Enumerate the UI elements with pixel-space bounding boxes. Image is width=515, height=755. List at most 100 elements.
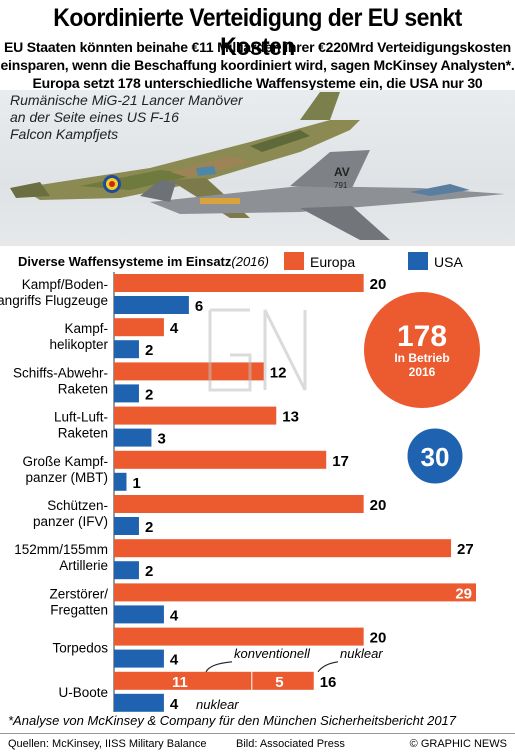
bar-europe [114,362,264,381]
chart-title-text: Diverse Waffensysteme im Einsatz [18,254,232,269]
photo-caption-line: Falcon Kampfjets [10,126,119,142]
chart-year: (2016) [231,254,269,269]
data-label-europe: 12 [270,364,287,381]
category-label: Raketen [58,381,108,396]
category-label: U-Boote [58,685,108,700]
category-label: Torpedos [52,641,108,656]
legend-swatch-usa [408,252,428,270]
subtitle-line: Europa setzt 178 unterschiedliche Waffen… [32,75,483,91]
category-label: helikopter [49,337,108,352]
legend-label-europe: Europa [310,254,356,270]
annotation-arrow [205,661,233,673]
bar-usa [114,517,139,535]
bar-europe [114,274,364,292]
bar-europe [114,539,452,558]
data-label-europe: 20 [370,276,387,293]
fighter-jets-photo: AV 791 Rumänische MiG-21 Lancer Manöver … [0,90,515,246]
tail-code: AV [334,165,350,179]
data-label-usa: 3 [157,431,165,448]
data-label-europe: 16 [320,674,337,691]
data-label-europe: 17 [332,453,349,470]
bar-usa [114,296,189,314]
category-label: panzer (MBT) [25,470,108,485]
bar-europe [114,318,164,337]
category-label: angriffs Flugzeuge [0,293,108,308]
footer-copyright: © GRAPHIC NEWS [409,738,507,750]
footer-picture-credit: Bild: Associated Press [236,738,345,750]
legend-swatch-europe [284,252,304,270]
total-usa-circle [404,425,466,487]
tail-number: 791 [334,181,348,190]
f16-jet: AV 791 [140,150,505,240]
total-europe-circle [364,292,480,408]
bar-usa [114,649,164,668]
data-label-usa: 2 [145,386,153,403]
bar-europe [114,495,364,513]
photo-caption-line: Rumänische MiG-21 Lancer Manöver [10,92,243,108]
bar-europe [114,627,364,646]
data-label-usa: 2 [145,519,153,536]
legend: Diverse Waffensysteme im Einsatz(2016) E… [0,252,515,272]
category-label: panzer (IFV) [33,514,108,529]
category-label: Zerstörer/ [49,586,108,601]
bar-europe-conventional [114,671,252,690]
bar-usa [114,340,139,359]
subtitle: EU Staaten könnten beinahe €11 Milliarde… [0,38,515,92]
bar-usa [114,561,139,580]
bar-usa [114,605,164,624]
data-label-europe-conventional: 11 [172,674,188,691]
bar-europe-nuclear [252,671,314,690]
category-label: Kampf- [64,321,108,336]
data-label-europe: 4 [170,320,179,337]
annotation-konventionell: konventionell [234,646,311,661]
bar-europe [114,583,476,602]
data-label-europe: 29 [455,585,472,602]
category-label: Kampf/Boden- [22,277,108,292]
data-label-usa: 1 [132,475,140,492]
annotation-arrow [317,661,339,673]
bar-usa [114,428,152,447]
category-label: Schützen- [47,498,108,513]
bar-usa [114,472,127,491]
subtitle-line: EU Staaten könnten beinahe €11 Milliarde… [3,39,512,55]
data-label-europe: 20 [370,497,387,514]
bar-usa [114,384,139,403]
fighter-jets-illustration: AV 791 [10,92,505,240]
category-label: Große Kampf- [22,454,108,469]
bar-chart-svg: Kampf/Boden-angriffs Flugzeuge 20 6 Kampf-h… [0,272,480,713]
category-label: Luft-Luft- [54,410,108,425]
bar-europe [114,450,327,469]
legend-label-usa: USA [434,254,463,270]
bar-europe [114,406,277,425]
annotation-usa-nuklear: nuklear [196,697,239,712]
footer-sources: Quellen: McKinsey, IISS Military Balance [8,738,207,750]
data-label-europe: 13 [282,409,299,426]
photo-caption: Rumänische MiG-21 Lancer Manöver an der … [10,92,243,143]
subtitle-line: einsparen, wenn die Beschaffung koordini… [0,57,515,73]
data-label-europe: 20 [370,630,387,647]
data-label-europe: 27 [457,541,474,558]
category-label: Raketen [58,426,108,441]
total-usa-value: 30 [421,442,450,472]
footer: Quellen: McKinsey, IISS Military Balance… [0,733,515,755]
total-europe-value: 178 [397,320,447,353]
data-label-usa: 4 [170,607,179,624]
chart-title: Diverse Waffensysteme im Einsatz(2016) [18,254,269,269]
category-label: 152mm/155mm [14,542,108,557]
photo-caption-line: an der Seite eines US F-16 [10,109,179,125]
data-label-usa: 4 [170,696,179,713]
data-label-usa: 4 [170,652,179,669]
bar-usa [114,693,164,712]
data-label-usa: 2 [145,342,153,359]
footnote: *Analyse von McKinsey & Company für den … [8,713,457,728]
data-label-usa: 2 [145,563,153,580]
data-label-europe-nuclear: 5 [275,674,283,691]
category-label: Artillerie [59,558,108,573]
total-europe-caption: 2016 [409,365,436,379]
page-title: Koordinierte Verteidigung der EU senkt K… [53,4,462,61]
total-europe-caption: In Betrieb [394,351,449,365]
data-label-usa: 6 [195,298,203,315]
bar-chart: Kampf/Boden-angriffs Flugzeuge 20 6 Kampf-h… [0,272,515,722]
category-label: Fregatten [50,602,108,617]
annotation-nuklear: nuklear [340,646,383,661]
